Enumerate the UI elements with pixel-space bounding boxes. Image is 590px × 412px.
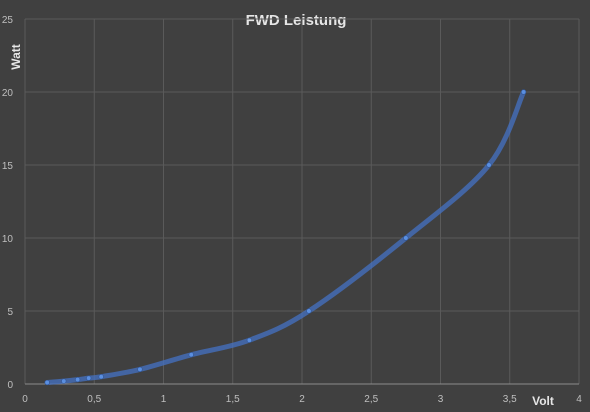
x-tick-label: 0 <box>22 394 28 405</box>
grid-lines <box>24 18 580 385</box>
x-tick-label: 1 <box>161 394 167 405</box>
data-point <box>44 379 50 386</box>
data-point <box>188 352 194 358</box>
data-point <box>61 378 67 384</box>
data-point <box>520 89 527 95</box>
x-tick-label: 0,5 <box>87 394 101 405</box>
y-axis-label: Watt <box>9 44 23 70</box>
data-point <box>86 375 92 381</box>
y-tick-label: 25 <box>2 15 14 26</box>
x-tick-label: 2,5 <box>364 394 378 405</box>
x-tick-label: 1,5 <box>226 394 240 405</box>
data-point <box>306 308 312 314</box>
y-tick-label: 5 <box>7 307 13 318</box>
x-tick-label: 4 <box>576 394 582 405</box>
data-point <box>486 162 492 168</box>
data-point <box>137 366 143 373</box>
data-point <box>246 337 252 343</box>
data-point <box>403 235 409 241</box>
x-tick-label: 3,5 <box>503 394 517 405</box>
y-tick-label: 15 <box>2 161 14 172</box>
y-tick-label: 0 <box>7 380 13 391</box>
series-layer <box>44 89 527 386</box>
tick-labels: 0 0,5 1 1,5 2 2,5 3 3,5 4 0 5 10 15 20 25 <box>2 15 582 405</box>
y-tick-label: 10 <box>2 234 14 245</box>
data-point <box>75 377 81 383</box>
x-axis-label: Volt <box>532 394 554 408</box>
x-tick-label: 2 <box>299 394 305 405</box>
data-point <box>98 374 104 380</box>
y-tick-label: 20 <box>2 88 14 99</box>
chart-title: FWD Leistung <box>246 12 347 29</box>
series-line <box>44 89 527 386</box>
x-tick-label: 3 <box>438 394 444 405</box>
